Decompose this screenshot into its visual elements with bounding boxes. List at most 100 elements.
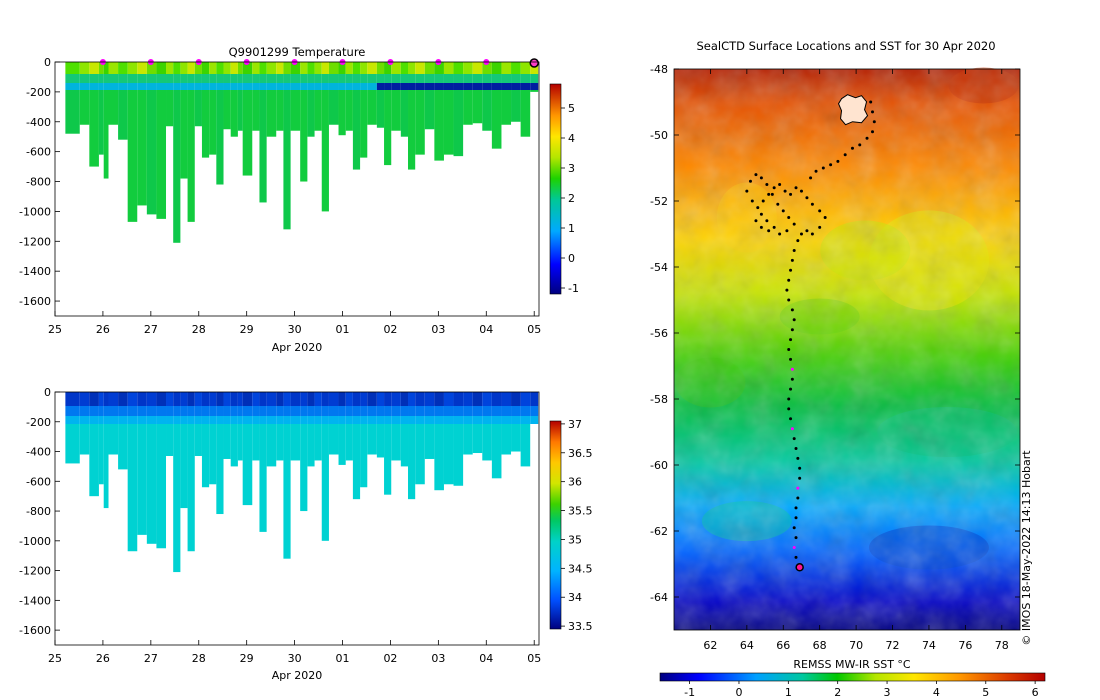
salinity-profile	[266, 392, 277, 467]
y-tick-label: -1200	[19, 235, 51, 248]
temperature-profile	[408, 62, 416, 170]
colorbar-tick-label: 2	[568, 192, 575, 205]
colorbar-tick-label: 36.5	[568, 447, 593, 460]
track-point	[787, 216, 791, 219]
salinity-profile	[408, 392, 416, 500]
salinity-profile	[443, 392, 454, 485]
temperature-profile	[520, 62, 531, 137]
temperature-colorbar-ticks: 5 4 3 2 1 0 -1	[561, 102, 579, 295]
salinity-profile	[384, 392, 392, 495]
temperature-profile	[415, 62, 425, 155]
temperature-profile	[376, 62, 385, 128]
track-point	[870, 110, 874, 114]
salinity-profile	[252, 392, 260, 461]
y-tick-label: -1000	[19, 535, 51, 548]
salinity-profile	[242, 392, 253, 506]
track-point	[794, 447, 798, 450]
x-tick-label: 29	[240, 323, 254, 336]
track-point	[761, 199, 765, 203]
track-point	[789, 192, 793, 196]
track-point	[790, 328, 794, 332]
temperature-profile	[424, 62, 435, 130]
temperature-profile	[434, 62, 444, 161]
track-point	[809, 176, 813, 180]
track-point	[778, 183, 782, 186]
x-tick-label: 26	[96, 323, 110, 336]
x-tick-label: 27	[144, 652, 158, 665]
lon-tick-label: 66	[776, 639, 790, 652]
x-tick-label: 03	[431, 323, 445, 336]
map-lat-ticks: -48 -50 -52 -54 -56 -58 -60 -62 -64	[650, 63, 1020, 604]
salinity-profile	[137, 392, 147, 535]
track-point	[858, 143, 862, 147]
temperature-profile	[501, 62, 512, 125]
lat-tick-label: -64	[650, 591, 668, 604]
current-position-marker	[795, 563, 804, 572]
lat-tick-label: -54	[650, 261, 668, 274]
lon-tick-label: 70	[849, 639, 863, 652]
salinity-profile	[511, 392, 521, 452]
map-axes-frame	[673, 68, 1021, 631]
y-tick-label: -600	[26, 146, 51, 159]
x-tick-label: 27	[144, 323, 158, 336]
colorbar-tick-label: 5	[568, 102, 575, 115]
salinity-profile	[187, 392, 195, 552]
colorbar-tick-label: 33.5	[568, 620, 593, 633]
y-tick-label: -1400	[19, 594, 51, 607]
track-point	[805, 196, 809, 200]
map-title: SealCTD Surface Locations and SST for 30…	[696, 39, 995, 53]
track-point	[805, 229, 809, 233]
temperature-profile	[201, 62, 210, 158]
temperature-profile	[491, 62, 502, 149]
sst-colorbar-tick-label: -1	[684, 686, 695, 699]
track-point	[785, 229, 789, 233]
temperature-section-chart: Q9901299 Temperature 0 -200 -400 -600 -800 -1…	[19, 45, 579, 354]
track-point	[765, 183, 769, 186]
temperature-profile	[391, 62, 401, 131]
track-point	[790, 308, 794, 312]
y-tick-label: -800	[26, 176, 51, 189]
track-point	[789, 338, 793, 342]
track-point	[829, 163, 833, 167]
x-tick-label: 30	[288, 323, 302, 336]
salinity-profile	[338, 392, 346, 465]
track-point	[778, 232, 782, 236]
salinity-profile	[209, 392, 217, 485]
colorbar-tick-label: 34	[568, 591, 582, 604]
salinity-profile	[290, 392, 301, 461]
salinity-profile	[156, 392, 167, 549]
salinity-profile	[237, 392, 243, 461]
temperature-profile	[400, 62, 409, 137]
track-point	[865, 136, 869, 140]
y-tick-label: 0	[44, 386, 51, 399]
sst-texture	[674, 69, 1020, 630]
track-point	[767, 192, 771, 196]
track-point	[750, 199, 754, 203]
track-point	[787, 348, 791, 351]
temperature-title: Q9901299 Temperature	[229, 45, 366, 59]
lat-tick-label: -62	[650, 525, 668, 538]
salinity-profile	[230, 392, 238, 467]
sst-colorbar-ticks: -1 0 1 2 3 4 5 6	[684, 681, 1039, 699]
lon-tick-label: 68	[813, 639, 827, 652]
track-point	[790, 258, 794, 262]
temperature-profile	[237, 62, 243, 131]
temperature-profile	[367, 62, 377, 125]
track-point	[843, 153, 847, 157]
track-point	[798, 476, 802, 480]
temperature-profile	[314, 62, 322, 131]
salinity-profile	[463, 392, 473, 455]
track-point	[796, 486, 800, 490]
sst-colorbar-tick-label: 1	[785, 686, 792, 699]
lat-tick-label: -50	[650, 129, 668, 142]
sst-colorbar-tick-label: 2	[834, 686, 841, 699]
x-tick-label: 28	[192, 652, 206, 665]
lon-tick-label: 62	[703, 639, 717, 652]
colorbar-tick-label: 4	[568, 132, 575, 145]
x-tick-label: 03	[431, 652, 445, 665]
salinity-profile	[501, 392, 512, 455]
temperature-profile	[276, 62, 284, 131]
x-tick-label: 02	[383, 323, 397, 336]
track-point	[754, 219, 758, 223]
track-point	[759, 212, 763, 216]
